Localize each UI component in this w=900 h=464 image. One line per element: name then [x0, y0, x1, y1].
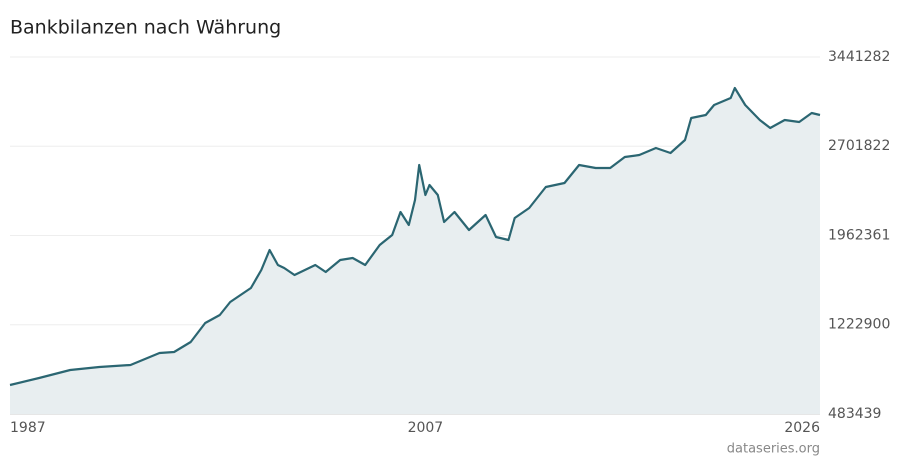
- chart-title: Bankbilanzen nach Währung: [10, 17, 281, 39]
- y-tick-label: 1222900: [828, 317, 890, 333]
- y-tick-label: 3441282: [828, 49, 890, 65]
- x-tick-label: 2026: [784, 420, 820, 436]
- area-fill: [10, 88, 820, 414]
- y-tick-label: 483439: [828, 406, 881, 422]
- source: dataseries.org: [727, 442, 820, 457]
- x-tick-label: 1987: [10, 420, 46, 436]
- y-tick-label: 2701822: [828, 138, 890, 154]
- x-tick-label: 2007: [408, 420, 444, 436]
- line: [9, 86, 821, 387]
- y-tick-label: 1962361: [828, 227, 890, 243]
